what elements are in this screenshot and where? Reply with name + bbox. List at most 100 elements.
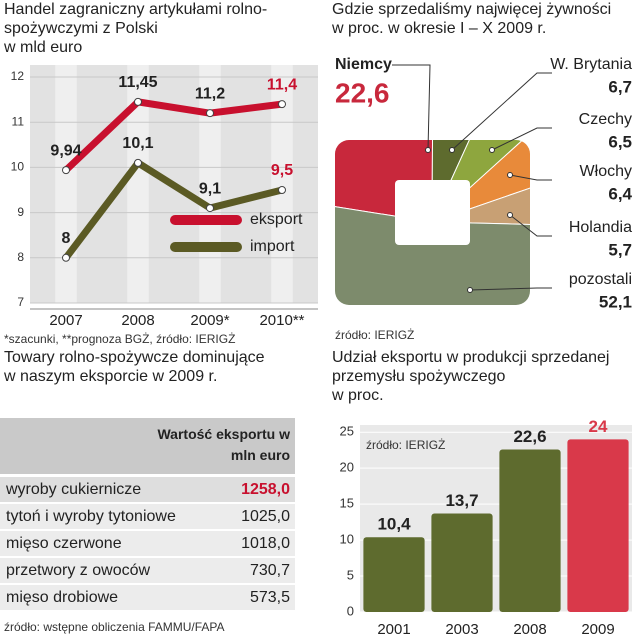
chart-subtitle: w proc. w okresie I – X 2009 r.: [332, 20, 547, 37]
pie-slice: [431, 140, 530, 223]
slice-label: Włochy: [580, 163, 632, 180]
data-label: 11,4: [267, 76, 297, 93]
leader-dot: [489, 147, 495, 153]
table-row: [0, 477, 295, 502]
leader-dot: [467, 287, 473, 293]
data-label: 13,7: [445, 491, 478, 510]
data-label: 9,1: [199, 180, 221, 197]
y-tick-label: 10: [11, 160, 25, 174]
leader-line: [509, 174, 552, 181]
slice-value: 6,7: [608, 77, 632, 96]
slice-label: Niemcy: [335, 56, 392, 73]
pie-slice: [335, 140, 435, 223]
data-label: 9,5: [271, 162, 293, 179]
plot-stripe: [127, 65, 149, 303]
leader-line: [469, 287, 552, 291]
x-tick-label: 2008: [513, 621, 546, 638]
y-tick-label: 7: [17, 295, 24, 309]
pie: [335, 140, 530, 305]
data-label: 24: [589, 417, 608, 436]
x-tick-label: 2010**: [259, 312, 304, 329]
legend-swatch: [170, 242, 242, 252]
data-label: 9,94: [50, 142, 81, 159]
leader-line: [491, 127, 552, 151]
point: [278, 186, 286, 194]
x-tick-label: 2009: [581, 621, 614, 638]
x-tick-label: 2001: [377, 621, 410, 638]
y-tick-label: 8: [17, 250, 24, 264]
table-cell: mięso czerwone: [6, 535, 122, 552]
bar: [363, 537, 425, 612]
table-cell: wyroby cukiernicze: [6, 481, 142, 498]
series-line: [63, 98, 283, 173]
bar: [567, 439, 629, 612]
slice-label: W. Brytania: [550, 56, 632, 73]
data-label: 11,2: [195, 85, 225, 102]
chart-title: Gdzie sprzedaliśmy najwięcej żywności: [332, 1, 612, 18]
point: [62, 253, 70, 262]
y-tick-label: 10: [340, 532, 354, 547]
slice-value: 22,6: [335, 77, 390, 108]
plot-stripe: [271, 65, 293, 303]
x-tick-label: 2008: [121, 312, 154, 329]
data-label: 22,6: [513, 427, 546, 446]
table-header-bg: [0, 418, 295, 474]
pie-slice: [431, 140, 530, 231]
table-cell: tytoń i wyroby tytoniowe: [6, 508, 176, 525]
table-cell: 1258,0: [241, 481, 290, 498]
leader-dot: [507, 172, 513, 178]
legend-label: eksport: [250, 211, 303, 228]
table-row: [0, 558, 295, 583]
data-label: 10,4: [377, 515, 411, 534]
y-tick-label: 12: [11, 69, 25, 83]
leader-line: [509, 214, 552, 237]
table-cell: 730,7: [249, 562, 290, 579]
point: [134, 158, 142, 167]
table-cell: 573,5: [249, 589, 290, 606]
y-tick-label: 5: [347, 567, 354, 582]
chart-title: Udział eksportu w produkcji sprzedanej p…: [332, 349, 610, 385]
table-row: [0, 531, 295, 556]
plot-stripe: [55, 65, 77, 303]
bar: [431, 513, 493, 612]
point: [134, 97, 142, 106]
y-tick-label: 9: [17, 205, 24, 219]
chart-subtitle: w proc.: [332, 387, 384, 404]
point: [206, 204, 214, 213]
table-row: [0, 504, 295, 529]
slice-label: Holandia: [569, 219, 632, 236]
y-tick-label: 0: [347, 603, 354, 618]
table-cell: mięso drobiowe: [6, 589, 119, 606]
table-cell: przetwory z owoców: [6, 562, 151, 579]
chart-subtitle: w mld euro: [4, 39, 83, 56]
data-label: 10,1: [122, 135, 153, 152]
leader-dot: [507, 212, 513, 218]
table-cell: 1025,0: [241, 508, 290, 525]
chart-title: Handel zagraniczny artykułami rolno-spoż…: [4, 1, 268, 37]
data-label: 11,45: [118, 74, 157, 91]
leader-dot: [449, 147, 455, 153]
pie-slice: [431, 140, 530, 223]
pie-hole: [395, 180, 470, 245]
legend-label: import: [250, 238, 295, 255]
legend-swatch: [170, 215, 242, 225]
slice-value: 6,5: [608, 132, 632, 151]
slice-label: Czechy: [579, 111, 632, 128]
x-tick-label: 2007: [49, 312, 82, 329]
series-line: [63, 159, 283, 260]
table-source: źródło: wstępne obliczenia FAMMU/FAPA: [4, 620, 225, 634]
chart-source: źródło: IERIGŻ: [366, 438, 445, 452]
pie-slice: [431, 140, 530, 223]
data-label: 8: [62, 230, 71, 247]
table-cell: 1018,0: [241, 535, 290, 552]
chart-note: *szacunki, **prognoza BGŻ, źródło: IERIG…: [4, 332, 235, 346]
x-tick-label: 2003: [445, 621, 478, 638]
table-title: Towary rolno-spożywcze dominujące w nasz…: [4, 349, 265, 385]
slice-value: 52,1: [599, 292, 632, 311]
slice-value: 5,7: [608, 240, 632, 259]
y-tick-label: 20: [340, 460, 354, 475]
y-tick-label: 11: [12, 114, 25, 128]
chart-source: źródło: IERIGŻ: [335, 328, 414, 342]
